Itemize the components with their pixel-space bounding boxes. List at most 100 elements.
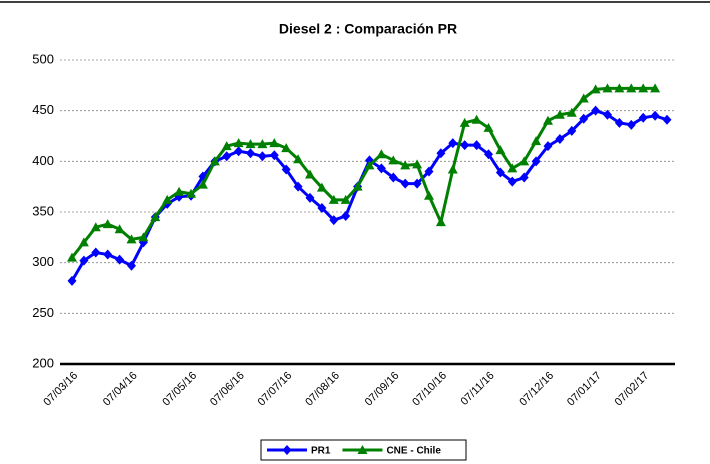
series — [67, 105, 672, 286]
data-point — [222, 151, 232, 162]
chart-title: Diesel 2 : Comparación PR — [279, 21, 457, 37]
data-point — [626, 83, 637, 93]
data-point — [126, 234, 137, 244]
legend-marker — [282, 445, 292, 455]
data-point — [531, 136, 542, 146]
data-point — [412, 178, 422, 189]
data-point — [233, 138, 244, 148]
legend-marker — [357, 445, 368, 454]
data-point — [447, 164, 458, 174]
y-tick-label: 350 — [32, 203, 54, 218]
data-point — [329, 215, 339, 226]
y-tick-label: 450 — [32, 102, 54, 117]
x-tick-label: 07/07/16 — [256, 370, 295, 409]
data-point — [341, 211, 351, 222]
data-point — [590, 84, 601, 94]
data-point — [543, 115, 553, 125]
data-point — [448, 138, 458, 149]
x-tick-label: 07/12/16 — [517, 370, 556, 409]
data-point — [555, 134, 565, 145]
data-point — [91, 247, 101, 258]
data-point — [209, 156, 220, 166]
data-point — [566, 107, 577, 117]
data-point — [352, 181, 363, 191]
y-tick-label: 200 — [32, 355, 54, 370]
data-point — [507, 176, 517, 187]
data-point — [328, 194, 339, 204]
data-point — [376, 163, 386, 174]
data-point — [578, 93, 589, 103]
data-point — [614, 83, 625, 93]
x-tick-label: 07/04/16 — [101, 370, 140, 409]
y-tick-label: 400 — [32, 153, 54, 168]
data-point — [424, 166, 434, 177]
data-point — [281, 143, 292, 153]
x-tick-label: 07/11/16 — [458, 370, 496, 408]
x-tick-label: 07/01/17 — [565, 370, 604, 409]
data-point — [519, 172, 529, 183]
data-point — [602, 83, 613, 93]
data-point — [67, 252, 77, 262]
x-tick-label: 07/10/16 — [410, 370, 449, 409]
data-point — [293, 181, 303, 192]
data-point — [650, 83, 661, 93]
data-point — [340, 194, 351, 204]
data-point — [316, 182, 327, 192]
x-tick-label: 07/05/16 — [160, 370, 199, 409]
data-point — [162, 194, 173, 204]
data-point — [591, 105, 601, 116]
data-point — [114, 224, 125, 234]
y-tick-label: 300 — [32, 254, 54, 269]
data-point — [174, 186, 185, 196]
data-point — [234, 146, 244, 157]
data-point — [103, 249, 113, 260]
data-point — [138, 232, 149, 242]
data-point — [376, 149, 387, 159]
y-tick-label: 500 — [32, 51, 54, 66]
data-point — [603, 109, 612, 120]
data-point — [78, 237, 89, 247]
data-point — [186, 188, 196, 198]
data-point — [638, 112, 648, 123]
data-point — [626, 119, 636, 130]
data-point — [388, 172, 398, 183]
data-point — [400, 178, 410, 189]
data-point — [554, 109, 565, 119]
legend-label: PR1 — [311, 446, 331, 457]
series-line — [70, 86, 656, 259]
data-point — [531, 156, 541, 167]
data-point — [471, 114, 482, 124]
data-point — [293, 154, 304, 164]
data-point — [67, 275, 77, 286]
data-point — [246, 148, 255, 159]
y-tick-label: 250 — [32, 305, 54, 320]
data-point — [495, 145, 506, 155]
x-tick-label: 07/06/16 — [208, 370, 247, 409]
data-point — [650, 110, 660, 121]
data-point — [388, 155, 399, 165]
series — [67, 83, 661, 262]
data-point — [614, 117, 624, 128]
data-point — [579, 113, 589, 124]
data-point — [150, 212, 161, 222]
data-point — [79, 255, 89, 266]
data-point — [472, 140, 482, 151]
data-point — [400, 160, 411, 170]
data-point — [543, 141, 553, 152]
data-point — [364, 160, 375, 170]
data-point — [460, 140, 470, 151]
data-point — [90, 222, 101, 232]
data-point — [412, 159, 423, 169]
data-point — [317, 202, 327, 213]
data-point — [459, 117, 470, 127]
legend-label: CNE - Chile — [386, 446, 441, 457]
data-point — [221, 141, 232, 151]
data-point — [435, 217, 446, 227]
series-line — [70, 109, 668, 282]
x-tick-label: 07/08/16 — [303, 370, 342, 409]
x-tick-label: 07/09/16 — [363, 370, 402, 409]
data-point — [424, 190, 434, 200]
data-point — [436, 148, 446, 159]
data-point — [281, 164, 291, 175]
data-point — [197, 179, 208, 189]
